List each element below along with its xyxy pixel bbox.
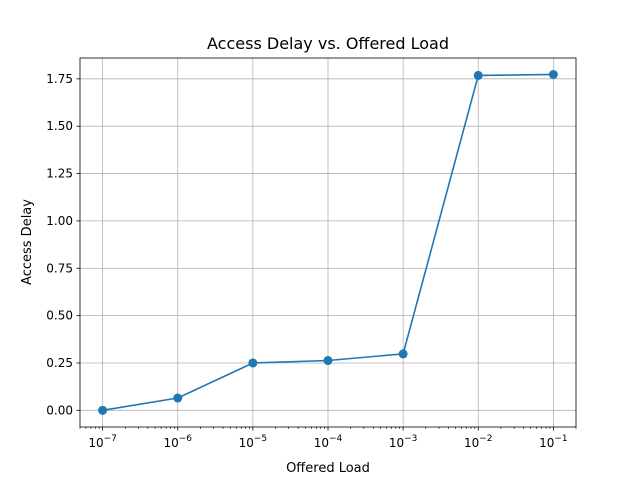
x-tick-label-base: 10 [314,436,329,450]
x-tick-label: 10−4 [314,434,343,450]
grid-lines [80,58,576,427]
y-tick-label: 1.25 [46,167,73,181]
data-series [98,69,558,415]
data-point [248,358,258,368]
data-point [98,405,108,415]
chart-title: Access Delay vs. Offered Load [207,34,449,53]
x-tick-label-base: 10 [389,436,404,450]
y-axis-ticks: 0.00 0.25 0.50 0.75 1.00 1.25 1.50 1.75 [46,72,80,417]
x-tick-label-exponent: −3 [404,434,417,444]
x-tick-label-exponent: −4 [329,434,343,444]
y-tick-label: 0.00 [46,403,73,417]
data-point [398,349,408,359]
x-tick-label: 10−3 [389,434,418,450]
data-point [473,70,483,80]
x-tick-label: 10−5 [239,434,268,450]
data-point [548,69,558,79]
x-tick-label: 10−7 [88,434,117,450]
x-tick-label-exponent: −2 [479,434,492,444]
x-tick-label-exponent: −5 [254,434,267,444]
y-tick-label: 0.75 [46,261,73,275]
data-point [323,356,333,366]
x-axis-label: Offered Load [286,461,370,476]
data-point [173,393,183,403]
x-tick-label-base: 10 [88,436,103,450]
x-tick-label: 10−6 [163,434,192,450]
x-tick-label-exponent: −7 [104,434,117,444]
x-tick-label-exponent: −6 [179,434,193,444]
plot-area-frame [79,57,577,428]
x-tick-label: 10−1 [539,434,568,450]
x-tick-label-base: 10 [239,436,254,450]
x-tick-label-base: 10 [464,436,479,450]
x-tick-label-exponent: −1 [554,434,567,444]
y-tick-label: 1.00 [46,214,73,228]
x-tick-label: 10−2 [464,434,493,450]
y-axis-label: Access Delay [20,199,35,285]
x-tick-label-base: 10 [163,436,178,450]
y-tick-label: 0.50 [46,309,73,323]
x-axis-ticks: 10−7 10−6 10−5 10−4 10−3 10−2 10−1 [88,427,568,450]
y-tick-label: 0.25 [46,356,73,370]
x-tick-label-base: 10 [539,436,554,450]
y-tick-label: 1.75 [46,72,73,86]
y-tick-label: 1.50 [46,119,73,133]
